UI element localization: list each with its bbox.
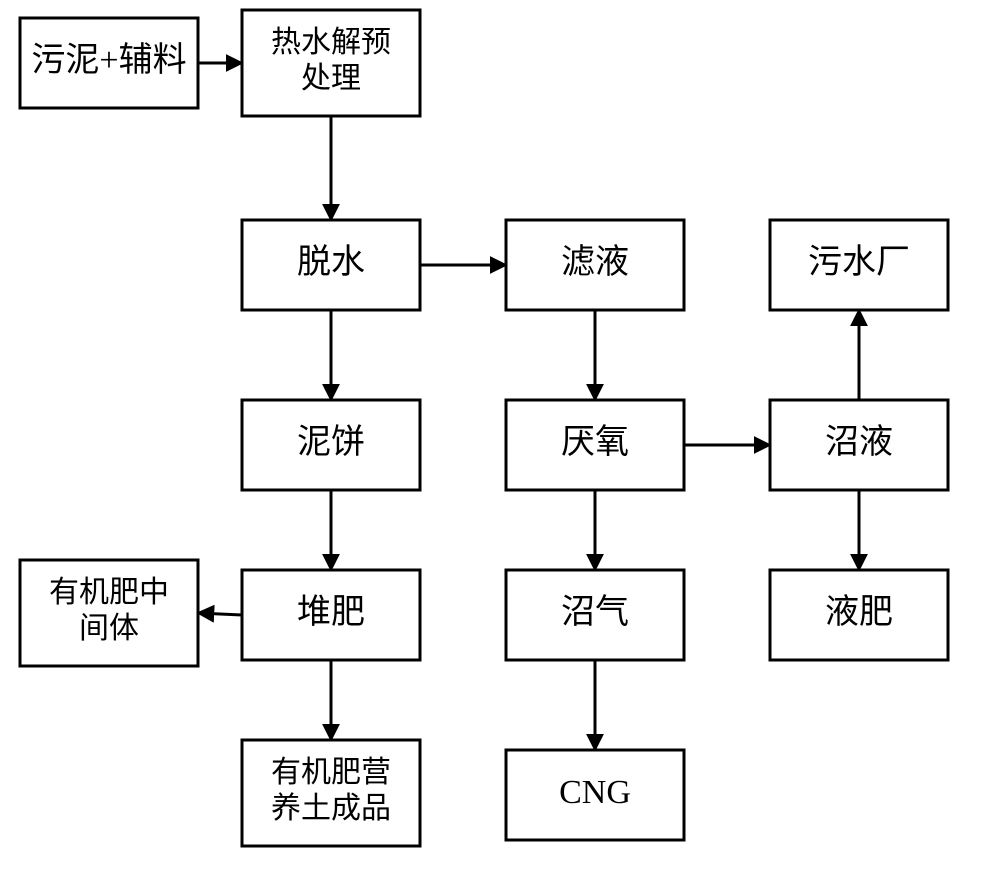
flow-node-n_biogas: 沼气 [506, 570, 684, 660]
flow-node-n_slurry: 沼液 [770, 400, 948, 490]
flow-node-n_thermal: 热水解预处理 [242, 10, 420, 116]
node-label: 液肥 [825, 593, 893, 631]
node-label: 污水厂 [808, 244, 910, 281]
flow-node-n_anaerobic: 厌氧 [506, 400, 684, 490]
flow-node-n_cake: 泥饼 [242, 400, 420, 490]
flow-node-n_filtrate: 滤液 [506, 220, 684, 310]
node-label: 间体 [79, 612, 139, 645]
flow-node-n_liqfert: 液肥 [770, 570, 948, 660]
nodes-layer: 污泥+辅料 热水解预处理脱水 滤液 污水厂泥饼 厌氧 沼液有机肥中间体 堆肥 沼气 液肥有机肥营… [20, 10, 948, 846]
node-label: 处理 [301, 62, 361, 95]
node-label: 泥饼 [297, 424, 365, 461]
flow-node-n_ofinter: 有机肥中间体 [20, 560, 198, 666]
node-label: 有机肥中 [49, 576, 169, 609]
node-label: 污泥+辅料 [31, 41, 186, 79]
node-label: 有机肥营 [271, 756, 391, 789]
node-label: CNG [559, 774, 631, 811]
node-label: 沼液 [825, 423, 893, 461]
node-label: 堆肥 [297, 594, 365, 631]
flow-node-n_wwtp: 污水厂 [770, 220, 948, 310]
flow-node-n_sludge: 污泥+辅料 [20, 18, 198, 108]
node-label: 脱水 [297, 243, 365, 281]
flow-node-n_compost: 堆肥 [242, 570, 420, 660]
node-label: 养土成品 [271, 792, 391, 825]
node-label: 沼气 [561, 593, 629, 631]
flowchart-canvas: 污泥+辅料 热水解预处理脱水 滤液 污水厂泥饼 厌氧 沼液有机肥中间体 堆肥 沼气 液肥有机肥营… [0, 0, 1000, 869]
node-label: 滤液 [561, 243, 629, 281]
node-label: 热水解预 [271, 26, 391, 59]
node-label: 厌氧 [561, 423, 629, 461]
flow-node-n_cng: CNG [506, 750, 684, 840]
flow-node-n_dewater: 脱水 [242, 220, 420, 310]
flow-edge [198, 613, 242, 615]
flow-node-n_ofprod: 有机肥营养土成品 [242, 740, 420, 846]
